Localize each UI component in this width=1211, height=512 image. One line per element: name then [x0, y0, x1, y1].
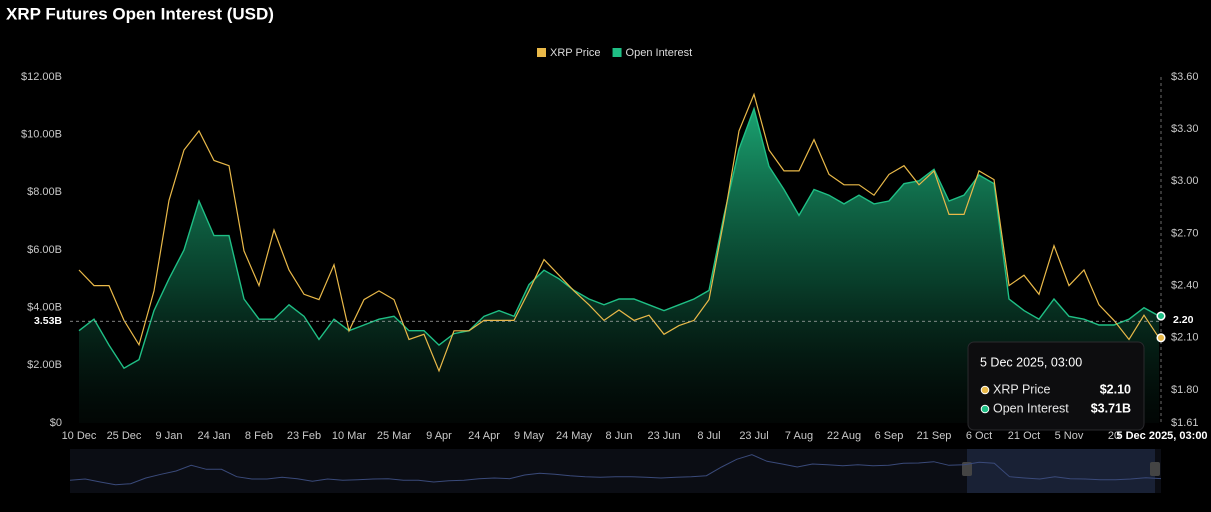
y-tick-label: $4.00B	[27, 302, 62, 314]
hover-marker	[1156, 311, 1166, 321]
x-tick-label: 24 Apr	[468, 430, 500, 442]
x-tick-label: 23 Jun	[647, 430, 680, 442]
x-tick-label: 6 Sep	[875, 430, 904, 442]
y2-tick-label: $3.30	[1171, 123, 1199, 135]
crosshair-y2-label: 2.20	[1173, 314, 1194, 326]
x-tick-label: 9 Jan	[156, 430, 183, 442]
legend-swatch[interactable]	[612, 48, 622, 57]
x-tick-label: 8 Jul	[697, 430, 720, 442]
y2-tick-label: $1.80	[1171, 384, 1199, 396]
navigator-handle[interactable]	[962, 462, 972, 476]
tooltip-dot	[980, 404, 990, 414]
tooltip: 5 Dec 2025, 03:00 XRP Price $2.10 Open Inte…	[967, 341, 1145, 431]
x-tick-label: 24 May	[556, 430, 593, 442]
crosshair-label-bg	[28, 314, 64, 329]
legend[interactable]: XRP Price Open Interest	[537, 47, 692, 59]
y2-tick-label: $2.40	[1171, 280, 1199, 292]
x-tick-label: 23 Jul	[739, 430, 768, 442]
x-tick-label: 7 Aug	[785, 430, 813, 442]
legend-label[interactable]: Open Interest	[626, 47, 693, 59]
legend-label[interactable]: XRP Price	[550, 47, 601, 59]
tooltip-box	[967, 341, 1145, 431]
x-tick-label: 6 Oct	[966, 430, 992, 442]
crosshair-y-label: 3.53B	[34, 315, 62, 327]
x-tick-label: 9 May	[514, 430, 544, 442]
tooltip-name: XRP Price	[993, 382, 1050, 396]
chart-title: XRP Futures Open Interest (USD)	[6, 4, 274, 23]
y-tick-label: $12.00B	[21, 71, 62, 83]
x-tick-label: 21 Oct	[1008, 430, 1040, 442]
tooltip-name: Open Interest	[993, 401, 1069, 415]
x-tick-label: 23 Feb	[287, 430, 321, 442]
navigator-handle[interactable]	[1150, 462, 1160, 476]
x-tick-label: 25 Mar	[377, 430, 412, 442]
x-tick-label: 21 Sep	[917, 430, 952, 442]
series-line	[78, 106, 1160, 370]
x-tick-label: 25 Dec	[107, 430, 142, 442]
y-tick-label: $0	[50, 417, 62, 429]
x-tick-label: 20	[1108, 430, 1120, 442]
legend-swatch[interactable]	[537, 48, 546, 57]
navigator-line	[69, 454, 1162, 486]
x-tick-label: 5 Nov	[1055, 430, 1084, 442]
x-tick-label: 8 Feb	[245, 430, 273, 442]
y-tick-label: $6.00B	[27, 244, 62, 256]
navigator[interactable]	[69, 449, 1162, 493]
x-tick-label: 24 Jan	[197, 430, 230, 442]
x-tick-label: 10 Dec	[62, 430, 97, 442]
y2-tick-label: $3.00	[1171, 175, 1199, 187]
hover-marker	[1156, 333, 1166, 343]
y-tick-label: $10.00B	[21, 129, 62, 141]
y-tick-label: $2.00B	[27, 359, 62, 371]
x-tick-label: 9 Apr	[426, 430, 452, 442]
x-tick-label: 10 Mar	[332, 430, 367, 442]
series-line	[78, 92, 1160, 373]
x-tick-label: 8 Jun	[606, 430, 633, 442]
x-tick-label: 22 Aug	[827, 430, 861, 442]
y2-tick-label: $2.10	[1171, 332, 1199, 344]
y-tick-label: $8.00B	[27, 186, 62, 198]
tooltip-title: 5 Dec 2025, 03:00	[980, 355, 1082, 369]
y2-tick-label: $3.60	[1171, 71, 1199, 83]
tooltip-value: $2.10	[1100, 382, 1131, 396]
area-fill	[79, 108, 1159, 423]
y2-tick-label: $1.61	[1171, 417, 1199, 429]
plot-area: $0 $2.00B $4.00B $6.00B $8.00B $10.00B $12.00B…	[21, 71, 1208, 442]
navigator-window[interactable]	[967, 449, 1155, 493]
tooltip-value: $3.71B	[1091, 401, 1131, 415]
x-tick-label: 5 Dec 2025, 03:00	[1116, 430, 1207, 442]
y2-tick-label: $2.70	[1171, 227, 1199, 239]
tooltip-dot	[980, 385, 990, 395]
